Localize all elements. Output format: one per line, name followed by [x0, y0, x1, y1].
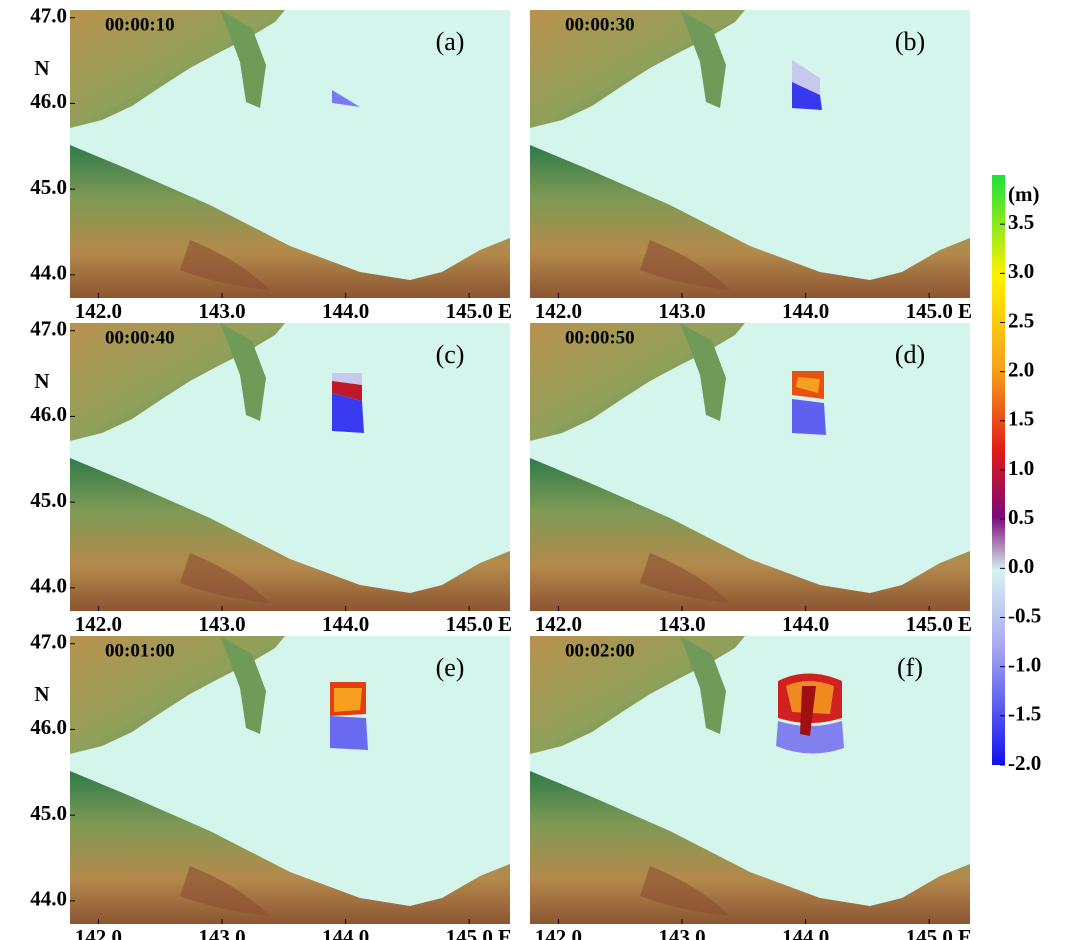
x-tick-label: 144.0	[782, 925, 829, 940]
colorbar-tick-label: 3.5	[1008, 210, 1034, 234]
x-tick-label: 144.0	[782, 299, 829, 323]
colorbar-tick-label: 2.5	[1008, 308, 1034, 332]
y-unit: N	[34, 369, 49, 393]
x-tick-label: 142.0	[535, 299, 582, 323]
x-tick-label: 145.0	[906, 612, 953, 636]
wave-field	[330, 716, 368, 750]
x-tick-label: 144.0	[322, 612, 369, 636]
x-tick-label: 145.0	[906, 299, 953, 323]
x-unit: E	[498, 612, 512, 636]
colorbar-tick-label: -0.5	[1008, 603, 1041, 627]
y-tick-label: 44.0	[30, 574, 67, 598]
x-tick-label: 142.0	[75, 612, 122, 636]
x-tick-label: 144.0	[322, 925, 369, 940]
y-tick-label: 45.0	[30, 175, 67, 199]
map-panel: 00:01:00 (e)	[70, 636, 510, 924]
colorbar-tick-label: 2.0	[1008, 357, 1034, 381]
x-tick-label: 144.0	[322, 299, 369, 323]
time-label: 00:00:30	[565, 14, 635, 35]
y-tick-label: 46.0	[30, 402, 67, 426]
panel-label: (f)	[897, 653, 923, 682]
panel-label: (c)	[436, 340, 465, 369]
colorbar-unit: (m)	[1008, 182, 1039, 206]
map-panel: 00:00:40 (c)	[70, 323, 510, 611]
x-unit: E	[958, 612, 972, 636]
time-label: 00:00:50	[565, 327, 635, 348]
panel-label: (e)	[436, 653, 465, 682]
x-tick-label: 145.0	[906, 925, 953, 940]
colorbar-tick-label: 0.0	[1008, 554, 1034, 578]
x-tick-label: 142.0	[75, 925, 122, 940]
x-tick-label: 143.0	[658, 925, 705, 940]
y-unit: N	[34, 56, 49, 80]
x-tick-label: 144.0	[782, 612, 829, 636]
x-tick-label: 142.0	[535, 925, 582, 940]
y-tick-label: 44.0	[30, 261, 67, 285]
y-tick-label: 46.0	[30, 89, 67, 113]
y-unit: N	[34, 682, 49, 706]
wave-field	[792, 399, 826, 435]
y-tick-label: 47.0	[30, 4, 67, 28]
colorbar-tick-label: -1.5	[1008, 702, 1041, 726]
x-unit: E	[958, 299, 972, 323]
x-tick-label: 142.0	[535, 612, 582, 636]
colorbar-tick-label: 0.5	[1008, 505, 1034, 529]
colorbar-tick-label: -1.0	[1008, 652, 1041, 676]
map-panel: 00:00:30 (b)	[530, 10, 970, 298]
wave-field	[334, 688, 362, 712]
x-tick-label: 143.0	[198, 299, 245, 323]
panel-label: (d)	[895, 340, 925, 369]
x-unit: E	[498, 299, 512, 323]
x-tick-label: 143.0	[658, 612, 705, 636]
x-unit: E	[958, 925, 972, 940]
y-tick-label: 45.0	[30, 801, 67, 825]
time-label: 00:01:00	[105, 640, 175, 661]
x-tick-label: 143.0	[198, 612, 245, 636]
panel-label: (b)	[895, 27, 925, 56]
colorbar-tick-label: 1.5	[1008, 407, 1034, 431]
time-label: 00:00:10	[105, 14, 175, 35]
x-tick-label: 142.0	[75, 299, 122, 323]
colorbar-tick-label: 1.0	[1008, 456, 1034, 480]
map-panel: 00:00:50 (d)	[530, 323, 970, 611]
x-tick-label: 145.0	[446, 299, 493, 323]
colorbar-tick-label: -2.0	[1008, 751, 1041, 775]
time-label: 00:00:40	[105, 327, 175, 348]
y-tick-label: 47.0	[30, 630, 67, 654]
x-tick-label: 145.0	[446, 612, 493, 636]
x-tick-label: 143.0	[198, 925, 245, 940]
x-tick-label: 145.0	[446, 925, 493, 940]
y-tick-label: 45.0	[30, 488, 67, 512]
panel-label: (a)	[436, 27, 465, 56]
y-tick-label: 44.0	[30, 887, 67, 911]
colorbar-tick-label: 3.0	[1008, 259, 1034, 283]
x-unit: E	[498, 925, 512, 940]
y-tick-label: 46.0	[30, 715, 67, 739]
map-panel: 00:00:10 (a)	[70, 10, 510, 298]
x-tick-label: 143.0	[658, 299, 705, 323]
time-label: 00:02:00	[565, 640, 635, 661]
figure: (m) 00:00:10(a)142.0143.0144.0145.0E47.0…	[0, 0, 1068, 940]
map-panel: 00:02:00 (f)	[530, 636, 970, 924]
y-tick-label: 47.0	[30, 317, 67, 341]
